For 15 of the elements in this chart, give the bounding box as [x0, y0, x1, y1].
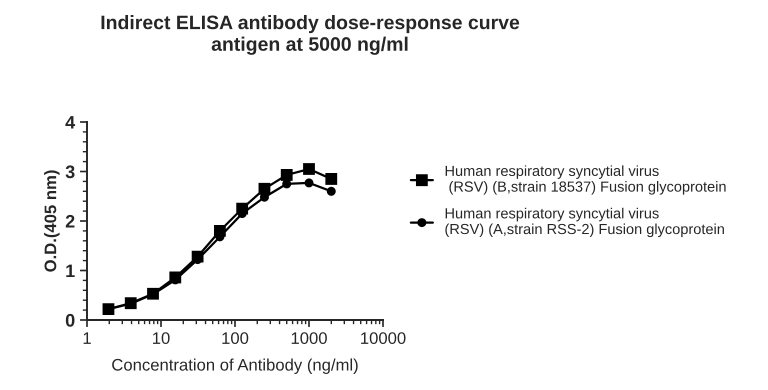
- x-axis-title: Concentration of Antibody (ng/ml): [112, 358, 358, 374]
- y-tick-label: 4: [65, 116, 76, 129]
- x-tick-label: 1: [84, 332, 91, 344]
- y-tick-label: 0: [66, 314, 74, 327]
- y-tick-label: 3: [66, 165, 75, 178]
- x-tick-label: 10000: [361, 332, 406, 344]
- chart-title: Indirect ELISA antibody dose-response curve antigen at 5000 ng/ml: [102, 15, 520, 55]
- x-tick-label: 10: [153, 332, 170, 344]
- y-axis-title: O.D.(405 nm): [44, 170, 60, 272]
- y-tick-label: 1: [66, 264, 75, 278]
- y-tick-label: 2: [66, 214, 74, 228]
- legend-label: Human respiratory syncytial virus (RSV) (B,strain 18537) Fusion glycoprotein: [446, 165, 726, 195]
- legend-label: Human respiratory syncytial virus (RSV) (A,strain RSS-2) Fusion glycoprotein: [445, 208, 724, 238]
- x-tick-label: 100: [222, 332, 248, 344]
- x-tick-label: 1000: [292, 332, 327, 344]
